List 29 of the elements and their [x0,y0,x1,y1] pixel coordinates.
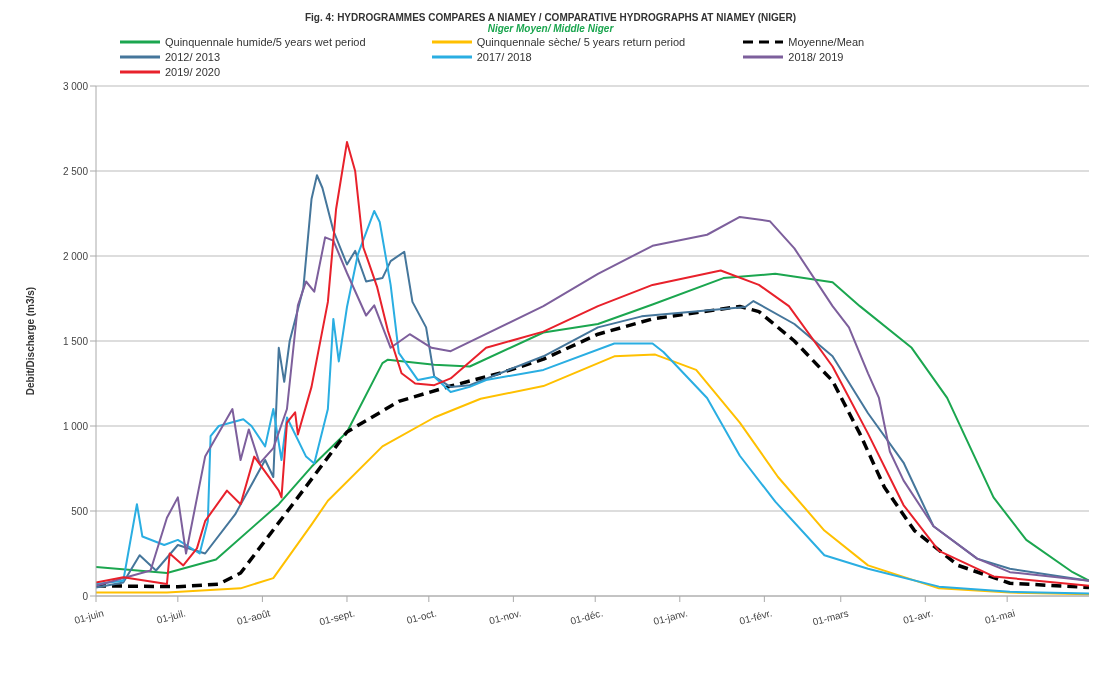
chart-title: Fig. 4: HYDROGRAMMES COMPARES A NIAMEY / COMPARATIVE HYDROGRAPHS AT NIAMEY (NIGER) [303,11,798,23]
x-tick-label: 01-mai [983,607,1017,626]
x-tick-label: 01-août [235,607,272,627]
x-tick-label: 01-sept. [318,607,356,628]
x-tick-label: 01-nov. [487,607,523,627]
legend-label: 2018/ 2019 [788,51,844,63]
chart-subtitle: Niger Moyen/ Middle Niger [486,23,615,34]
legend-label: 2017/ 2018 [476,51,532,63]
y-tick-label: 2 000 [62,250,89,262]
y-tick-label: 500 [71,505,89,517]
y-tick-label: 3 000 [62,80,89,92]
y-axis-title: Debit/Discharge (m3/s) [24,286,36,396]
y-tick-label: 1 500 [62,335,89,347]
y-tick-label: 1 000 [62,420,89,432]
legend-label: Quinquennale sèche/ 5 years return period [476,36,686,48]
legend-label: 2019/ 2020 [165,66,221,78]
x-tick-label: 01-mars [811,607,850,628]
legend-label: 2012/ 2013 [165,51,221,63]
y-tick-label: 0 [82,590,89,602]
x-tick-label: 01-juin [73,607,105,626]
x-tick-label: 01-déc. [569,607,605,627]
x-tick-label: 01-févr. [738,607,774,627]
y-tick-label: 2 500 [62,165,89,177]
legend-label: Quinquennale humide/5 years wet period [165,36,366,48]
x-tick-label: 01-janv. [652,607,689,628]
legend-label: Moyenne/Mean [788,36,865,48]
x-tick-label: 01-avr. [901,607,935,626]
x-tick-label: 01-oct. [405,607,438,626]
x-tick-label: 01-juil. [155,607,187,626]
